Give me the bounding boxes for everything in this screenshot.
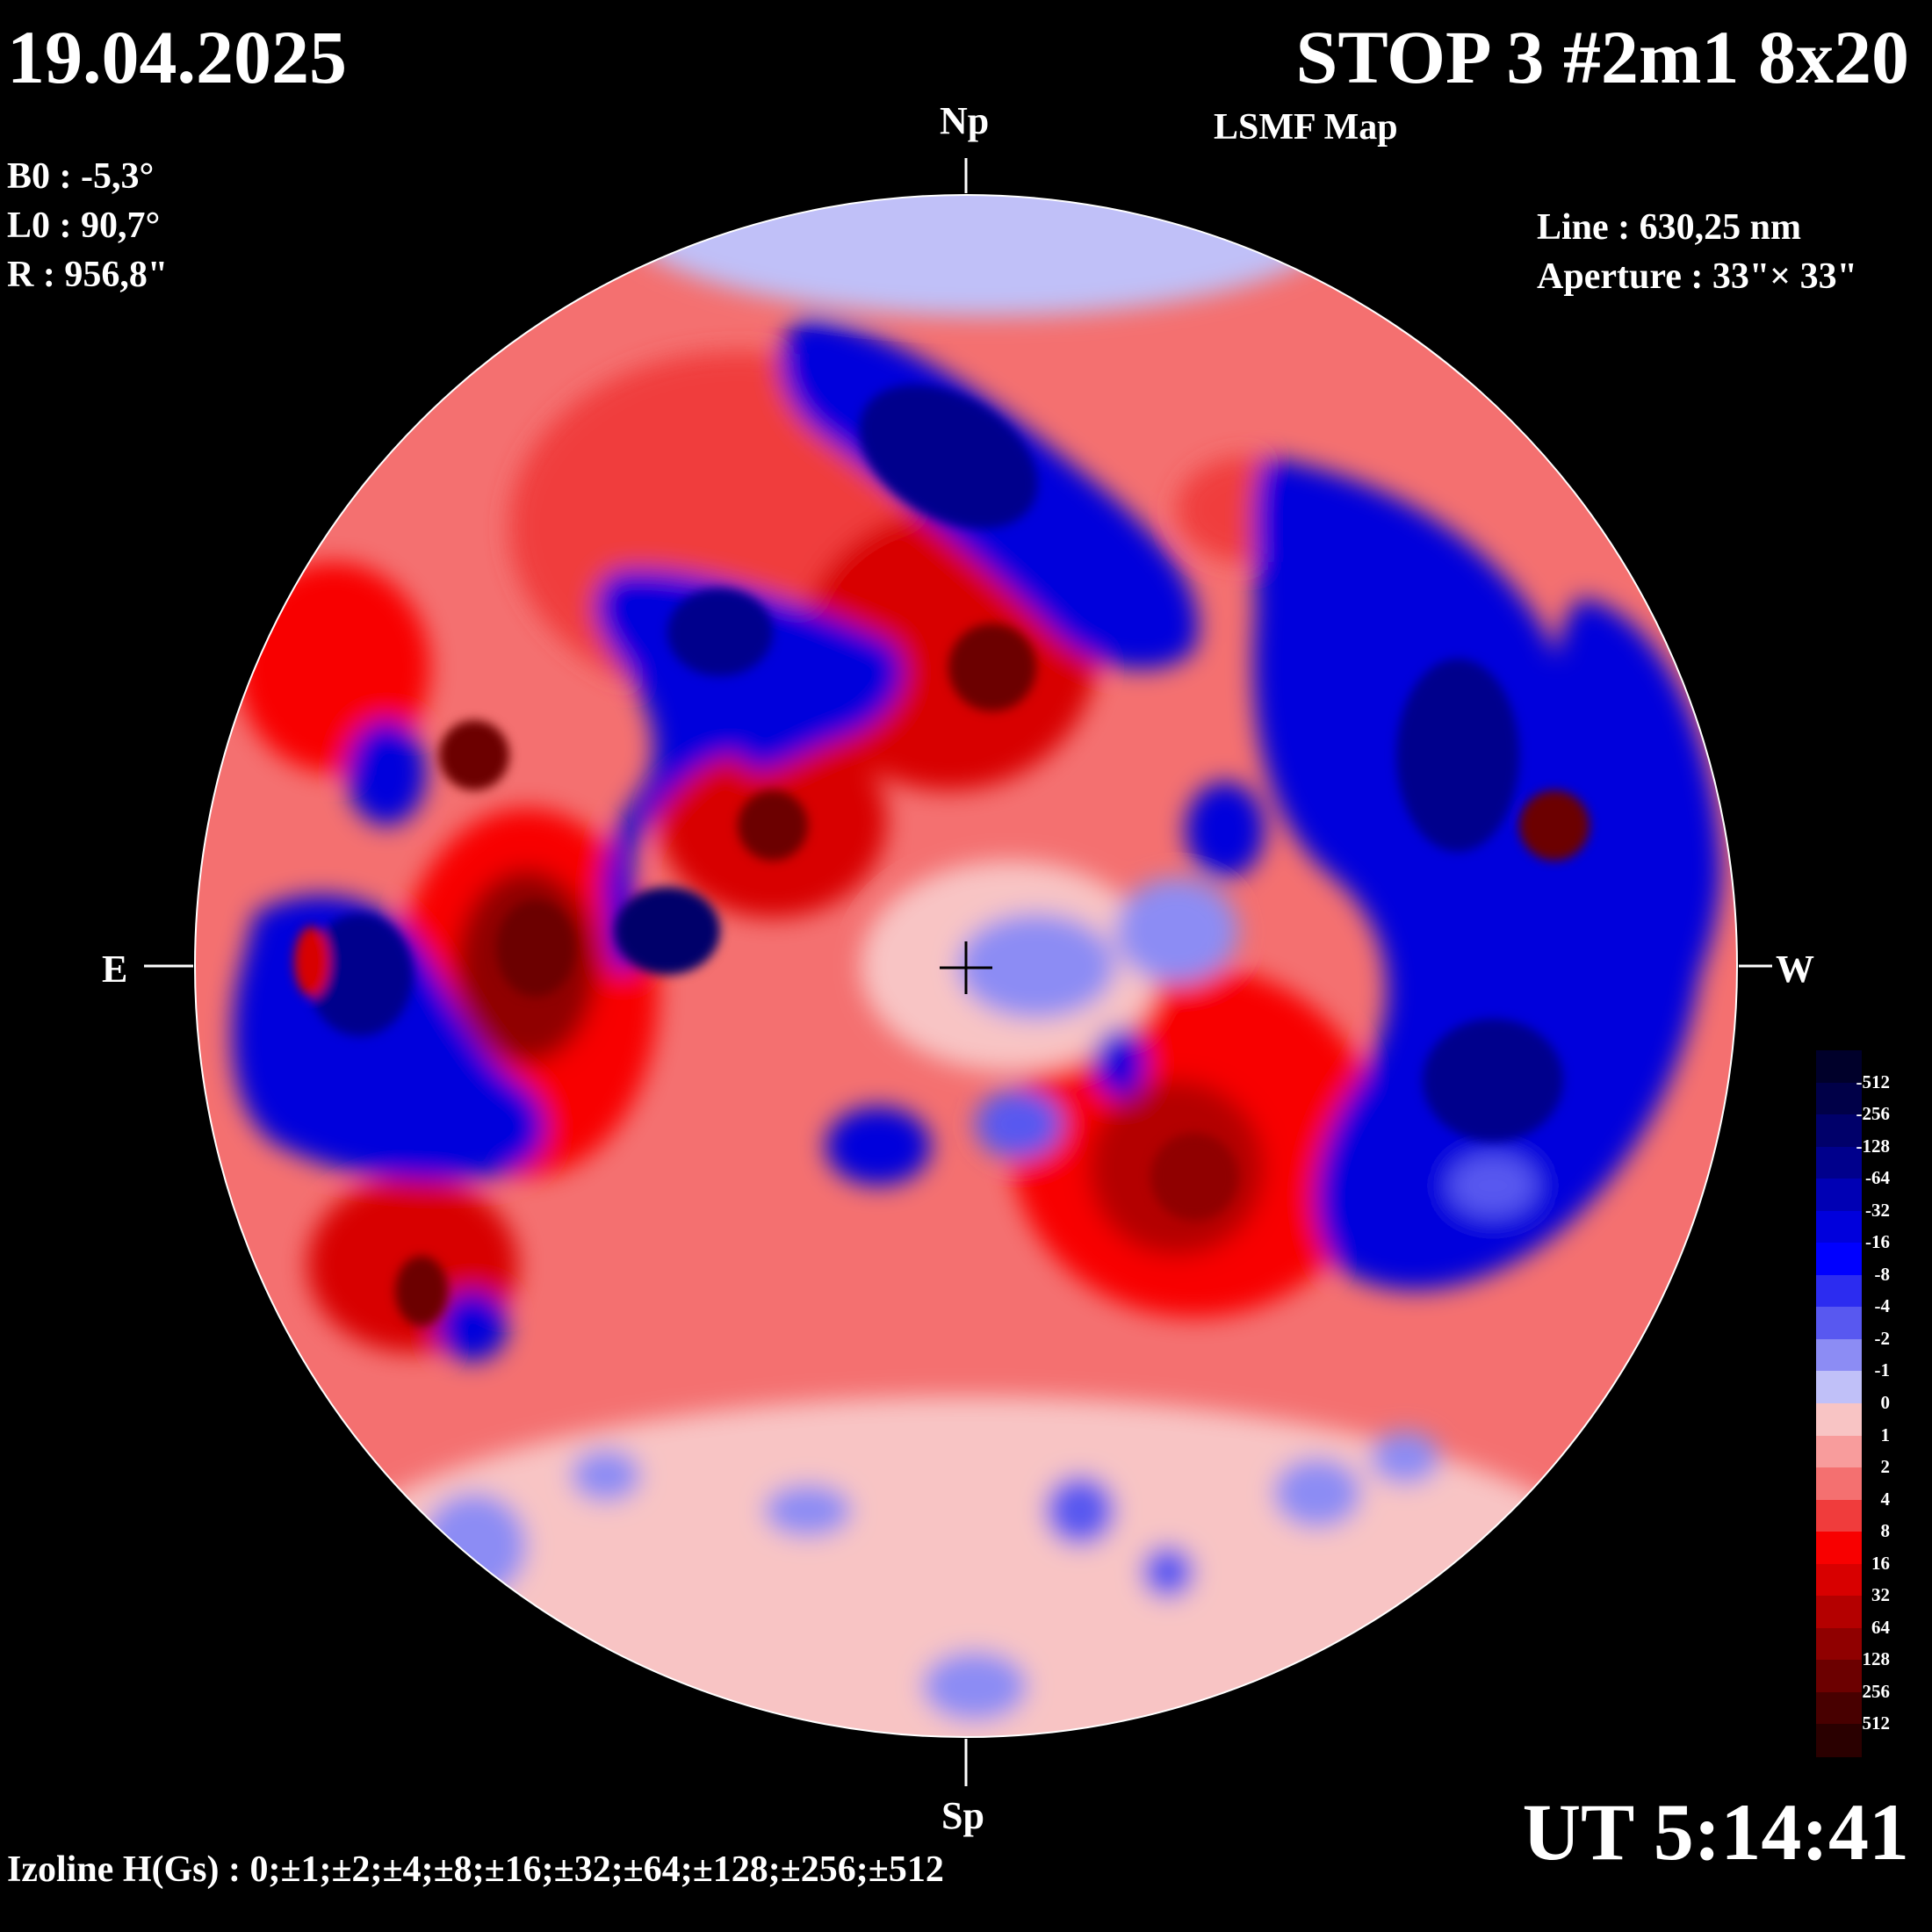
legend-label: -8 (1874, 1263, 1891, 1285)
legend-label: -4 (1874, 1295, 1891, 1317)
south-pole-label: Sp (941, 1794, 984, 1837)
isoline-levels: Izoline H(Gs) : 0;±1;±2;±4;±8;±16;±32;±6… (7, 1849, 944, 1890)
spectral-line-value: Line : 630,25 nm (1537, 207, 1802, 248)
legend-swatch (1816, 1499, 1862, 1533)
legend-swatch (1816, 1307, 1862, 1340)
legend-swatch (1816, 1179, 1862, 1212)
legend-label: -256 (1856, 1103, 1891, 1125)
legend-swatch (1816, 1691, 1862, 1726)
legend-label: 2 (1880, 1456, 1891, 1478)
legend-label: 128 (1862, 1648, 1891, 1670)
legend-label: 64 (1871, 1616, 1890, 1638)
legend-swatch (1816, 1371, 1862, 1404)
legend-label: 512 (1862, 1712, 1891, 1734)
aperture-value: Aperture : 33"× 33" (1537, 256, 1857, 297)
legend-swatch (1816, 1082, 1862, 1116)
observation-date: 19.04.2025 (7, 15, 347, 99)
legend-label: -64 (1865, 1167, 1890, 1189)
map-title: STOP 3 #2m1 8x20 (1295, 15, 1909, 99)
west-label: W (1776, 948, 1814, 991)
observation-time: UT 5:14:41 (1522, 1787, 1909, 1877)
legend-swatch (1816, 1596, 1862, 1629)
disk-limb (194, 194, 1738, 1738)
legend-label: 32 (1871, 1584, 1890, 1606)
north-pole-label: Np (940, 99, 990, 142)
legend-swatch (1816, 1050, 1862, 1084)
legend-label: -128 (1856, 1135, 1891, 1157)
legend-swatch (1816, 1274, 1862, 1308)
color-legend: -512 -256 -128 -64 -32 -16 -8 -4 -2 -1 0 1 2 4 8 16 32 64… (1816, 1050, 1890, 1757)
legend-label: -16 (1865, 1231, 1890, 1253)
east-label: E (102, 948, 128, 991)
legend-swatch (1816, 1403, 1862, 1437)
b0-value: B0 : -5,3° (7, 156, 155, 197)
legend-label: 8 (1880, 1520, 1891, 1542)
legend-swatch (1816, 1627, 1862, 1662)
legend-swatch (1816, 1435, 1862, 1469)
legend-swatch (1816, 1532, 1862, 1565)
strong-core-layer (294, 385, 1590, 1326)
legend-swatch (1816, 1114, 1862, 1148)
legend-swatch (1816, 1146, 1862, 1180)
legend-label: -1 (1874, 1359, 1891, 1381)
legend-label: 256 (1862, 1680, 1891, 1702)
legend-swatch (1816, 1563, 1862, 1597)
legend-swatch (1816, 1724, 1862, 1757)
l0-value: L0 : 90,7° (7, 205, 161, 246)
legend-swatch (1816, 1243, 1862, 1276)
solar-disk (195, 195, 1737, 1737)
legend-label: 0 (1880, 1392, 1891, 1413)
legend-label: 1 (1880, 1424, 1891, 1445)
legend-label: -2 (1874, 1327, 1891, 1349)
legend-swatch (1816, 1338, 1862, 1373)
legend-label: 16 (1871, 1552, 1890, 1574)
legend-swatch (1816, 1467, 1862, 1501)
legend-swatch (1816, 1210, 1862, 1244)
legend-swatch (1816, 1660, 1862, 1693)
radius-value: R : 956,8" (7, 255, 169, 295)
legend-label: -32 (1865, 1199, 1890, 1221)
legend-label: 4 (1880, 1488, 1891, 1510)
legend-label: -512 (1856, 1071, 1891, 1092)
map-subtitle: LSMF Map (1214, 107, 1398, 148)
field-layer (232, 195, 1721, 1737)
